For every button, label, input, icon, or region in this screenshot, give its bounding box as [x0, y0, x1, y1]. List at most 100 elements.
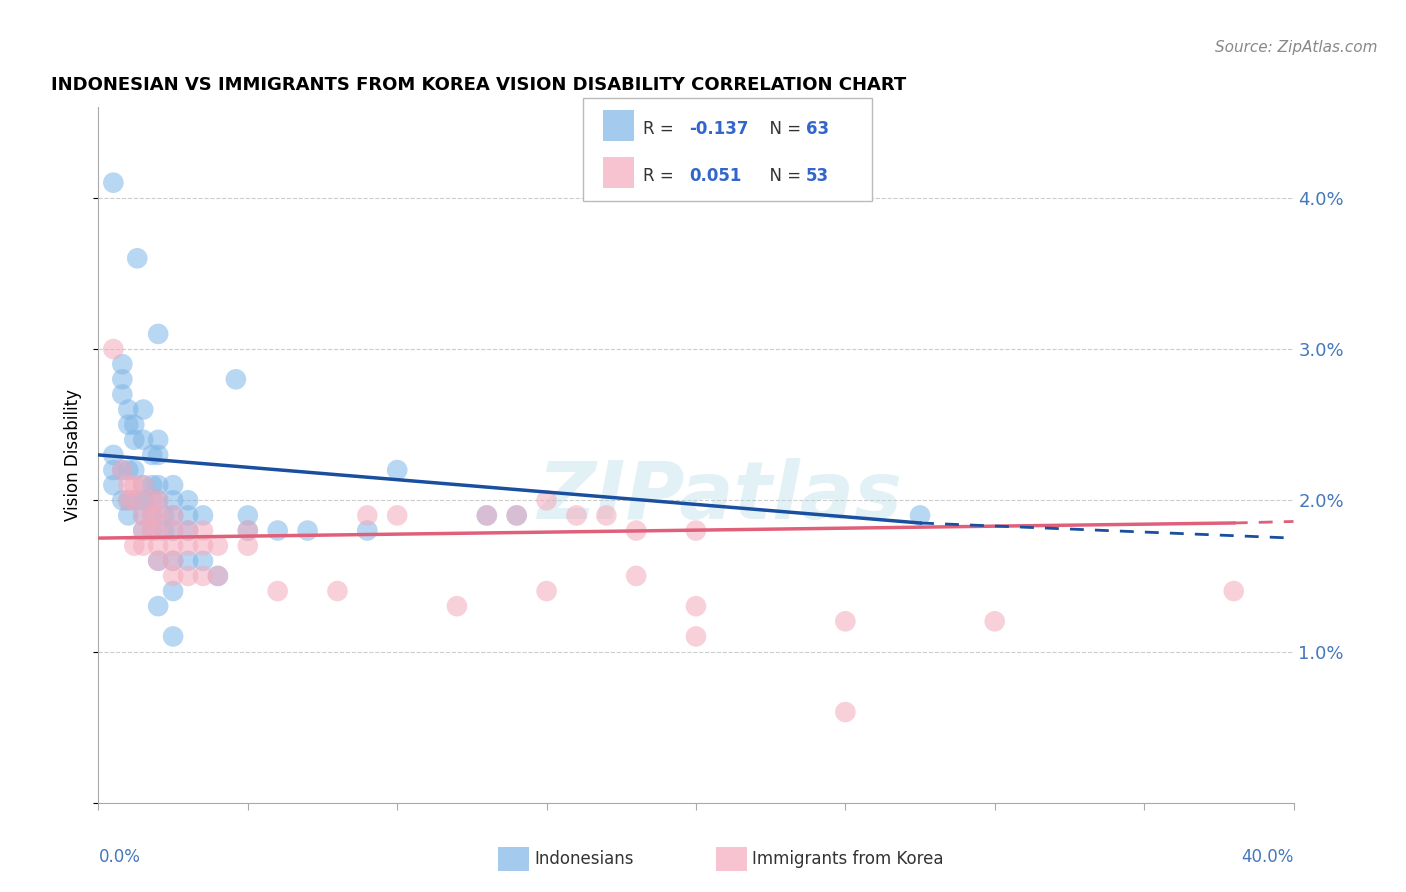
- Point: [141, 493, 163, 508]
- Point: [191, 554, 214, 568]
- Point: [148, 493, 170, 508]
- Point: [148, 524, 170, 538]
- Y-axis label: Vision Disability: Vision Disability: [65, 389, 83, 521]
- Text: R =: R =: [643, 120, 679, 137]
- Point: [626, 569, 648, 583]
- Point: [132, 508, 155, 523]
- Point: [626, 524, 648, 538]
- Point: [148, 508, 170, 523]
- Point: [117, 402, 139, 417]
- Point: [595, 508, 617, 523]
- Point: [177, 524, 200, 538]
- Point: [326, 584, 349, 599]
- Point: [685, 524, 707, 538]
- Point: [141, 478, 163, 492]
- Point: [177, 524, 200, 538]
- Point: [132, 524, 155, 538]
- Point: [536, 493, 558, 508]
- Text: INDONESIAN VS IMMIGRANTS FROM KOREA VISION DISABILITY CORRELATION CHART: INDONESIAN VS IMMIGRANTS FROM KOREA VISI…: [51, 77, 905, 95]
- Point: [162, 569, 184, 583]
- Point: [297, 524, 319, 538]
- Text: 0.051: 0.051: [689, 167, 741, 185]
- Point: [132, 539, 155, 553]
- Point: [124, 417, 146, 432]
- Text: N =: N =: [759, 120, 807, 137]
- Point: [236, 508, 259, 523]
- Point: [111, 463, 134, 477]
- Point: [162, 554, 184, 568]
- Point: [162, 478, 184, 492]
- Point: [356, 508, 378, 523]
- Point: [111, 357, 134, 371]
- Point: [191, 569, 214, 583]
- Point: [117, 463, 139, 477]
- Text: Indonesians: Indonesians: [534, 850, 634, 868]
- Point: [153, 508, 176, 523]
- Point: [475, 508, 498, 523]
- Point: [177, 508, 200, 523]
- Text: 0.0%: 0.0%: [98, 848, 141, 866]
- Point: [506, 508, 529, 523]
- Point: [124, 478, 146, 492]
- Text: 53: 53: [806, 167, 828, 185]
- Point: [162, 508, 184, 523]
- Point: [162, 554, 184, 568]
- Point: [117, 493, 139, 508]
- Text: 63: 63: [806, 120, 828, 137]
- Point: [685, 629, 707, 643]
- Point: [148, 539, 170, 553]
- Point: [117, 508, 139, 523]
- Point: [385, 463, 409, 477]
- Point: [191, 539, 214, 553]
- Point: [124, 433, 146, 447]
- Point: [132, 493, 155, 508]
- Point: [132, 478, 155, 492]
- Point: [177, 493, 200, 508]
- Point: [236, 524, 259, 538]
- Point: [177, 539, 200, 553]
- Text: 40.0%: 40.0%: [1241, 848, 1294, 866]
- Point: [141, 524, 163, 538]
- Point: [148, 554, 170, 568]
- Point: [162, 493, 184, 508]
- Point: [124, 493, 146, 508]
- Point: [191, 524, 214, 538]
- Point: [148, 554, 170, 568]
- Point: [908, 508, 931, 523]
- Text: Immigrants from Korea: Immigrants from Korea: [752, 850, 943, 868]
- Point: [111, 493, 134, 508]
- Point: [162, 539, 184, 553]
- Point: [148, 448, 170, 462]
- Point: [148, 433, 170, 447]
- Point: [132, 478, 155, 492]
- Point: [132, 402, 155, 417]
- Point: [162, 508, 184, 523]
- Point: [475, 508, 498, 523]
- Point: [834, 705, 856, 719]
- Point: [236, 539, 259, 553]
- Point: [103, 478, 125, 492]
- Point: [141, 524, 163, 538]
- Point: [267, 584, 290, 599]
- Point: [267, 524, 290, 538]
- Point: [103, 176, 125, 190]
- Point: [225, 372, 247, 386]
- Point: [506, 508, 529, 523]
- Point: [236, 524, 259, 538]
- Point: [1223, 584, 1246, 599]
- Point: [162, 524, 184, 538]
- Point: [536, 584, 558, 599]
- Text: R =: R =: [643, 167, 679, 185]
- Point: [153, 524, 176, 538]
- Point: [117, 478, 139, 492]
- Point: [141, 508, 163, 523]
- Point: [685, 599, 707, 614]
- Text: -0.137: -0.137: [689, 120, 748, 137]
- Point: [111, 387, 134, 401]
- Point: [162, 629, 184, 643]
- Text: ZIPatlas: ZIPatlas: [537, 458, 903, 536]
- Point: [111, 372, 134, 386]
- Point: [132, 524, 155, 538]
- Point: [103, 448, 125, 462]
- Point: [117, 493, 139, 508]
